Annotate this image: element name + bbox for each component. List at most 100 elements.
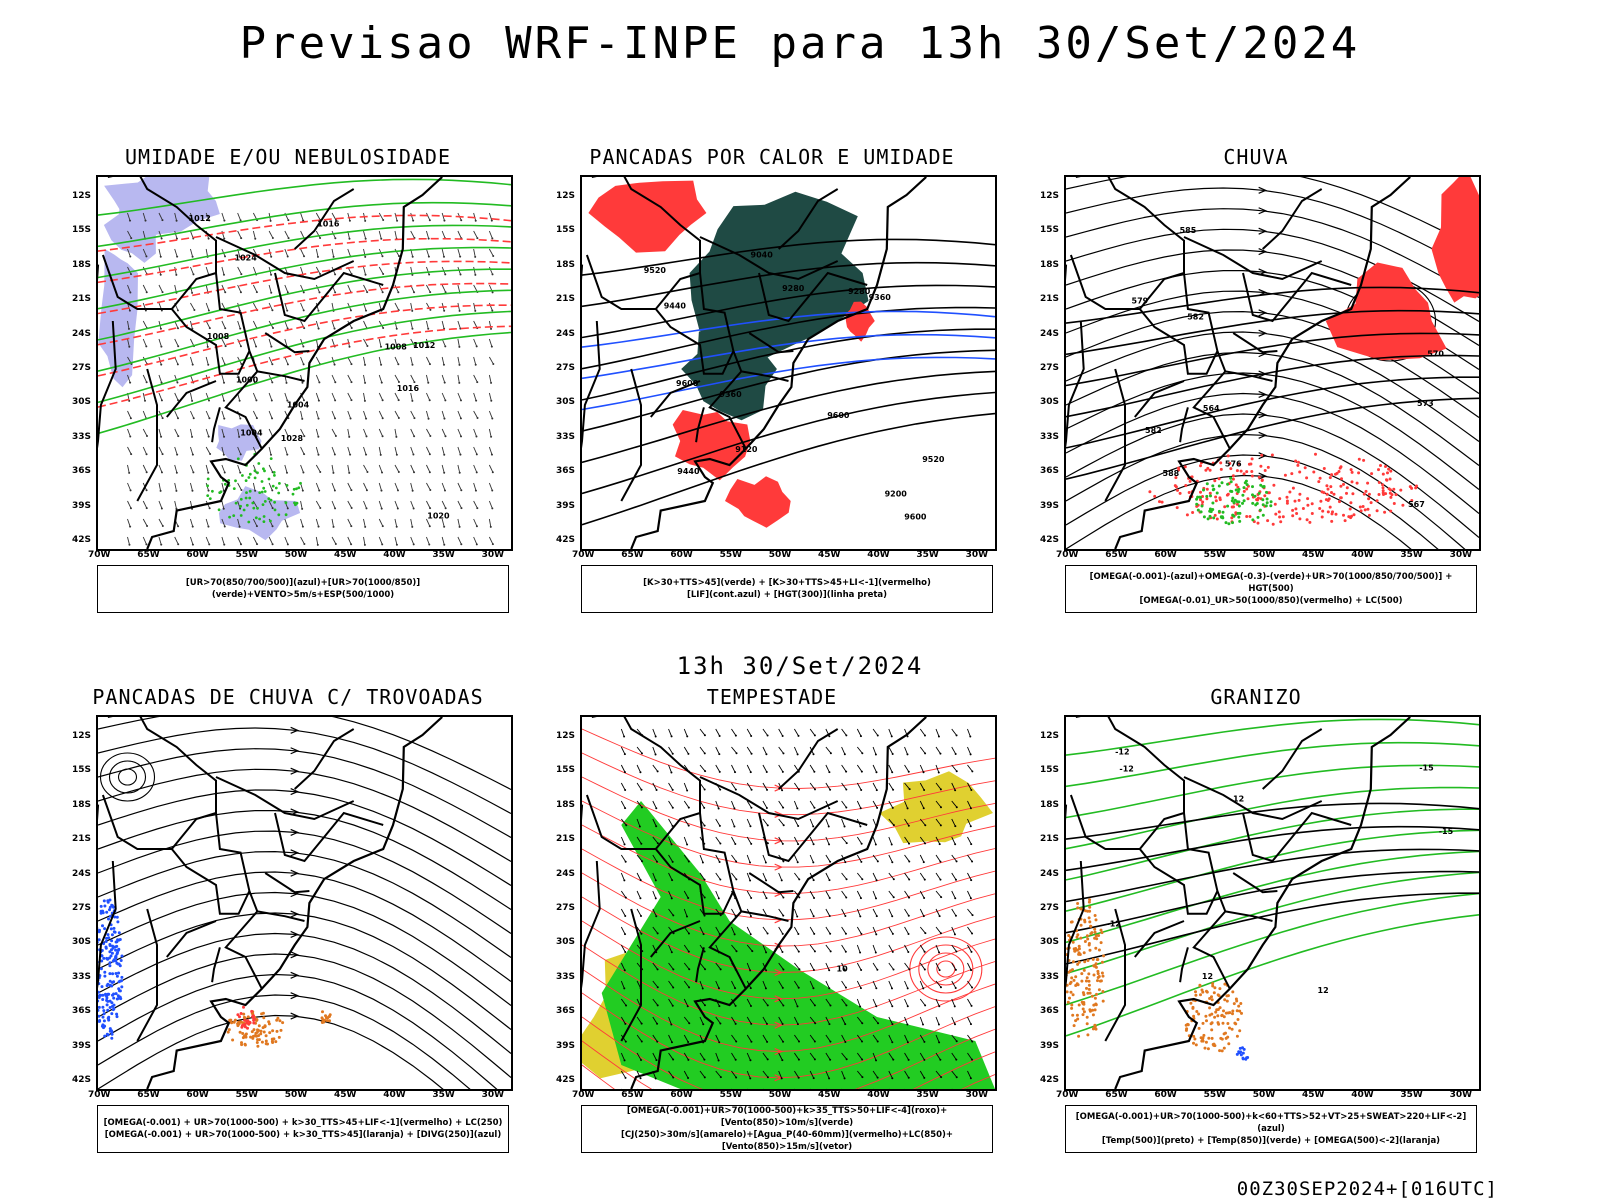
wind-vector-head (474, 219, 477, 222)
wind-vector-head (766, 788, 769, 791)
wind-vector (809, 998, 816, 1006)
wind-vector (473, 464, 478, 473)
wind-vector (841, 800, 847, 808)
hail-orange (1071, 940, 1075, 944)
wind-vector (620, 854, 627, 862)
wind-vector-head (859, 987, 862, 990)
wind-vector-head (144, 219, 147, 222)
wind-vector (809, 728, 816, 736)
wind-vector (363, 428, 367, 437)
wind-vector-head (429, 489, 432, 492)
wind-vector (731, 944, 737, 952)
wind-vector-head (412, 543, 415, 546)
wind-vector (205, 356, 209, 365)
rain-speckle (1205, 497, 1209, 501)
wind-vector-head (239, 417, 242, 420)
wind-vector (951, 818, 956, 827)
wind-vector-head (829, 950, 832, 953)
wind-vector-head (813, 896, 816, 899)
streamline (582, 992, 995, 1079)
wind-vector-head (703, 878, 706, 881)
lat-tick-label: 39S (1040, 1040, 1060, 1051)
wind-vector-head (145, 489, 148, 492)
wind-vector-head (443, 381, 446, 384)
contour-line (582, 370, 995, 464)
wind-vector-head (224, 255, 227, 258)
wind-vector-head (286, 507, 289, 510)
wind-vector (967, 764, 973, 772)
rain-speckle (1215, 517, 1219, 521)
wind-vector (221, 410, 225, 419)
wind-vector-head (764, 861, 767, 864)
wind-vector-head (970, 969, 973, 972)
wind-vector (668, 818, 673, 827)
wind-vector-head (812, 843, 815, 846)
thunderstorm-red (243, 1025, 247, 1029)
wind-vector (347, 392, 352, 401)
streamline (98, 891, 511, 1006)
wind-vector (919, 782, 925, 791)
wind-vector-head (129, 381, 132, 384)
wind-vector-head (655, 789, 658, 792)
wind-vector (967, 944, 972, 953)
wind-vector (190, 518, 194, 527)
wind-vector-head (302, 363, 305, 366)
wind-vector (300, 356, 305, 365)
wind-vector (841, 1070, 845, 1079)
hail-orange (1074, 975, 1078, 979)
rain-speckle (1160, 500, 1164, 504)
wind-vector (951, 800, 958, 808)
wind-vector-head (624, 950, 627, 953)
hail-orange (1102, 954, 1106, 958)
wind-vector (394, 248, 400, 257)
thunderstorm-orange (249, 1035, 253, 1039)
contour-label: 1012 (189, 214, 211, 223)
low-humidity-green (236, 457, 240, 461)
border-line (1179, 407, 1189, 443)
wind-vector (888, 890, 895, 898)
hail-orange (1072, 978, 1076, 982)
wind-vector-head (411, 525, 414, 528)
wind-vector-head (476, 416, 479, 419)
wind-vector (746, 836, 752, 845)
wind-vector (951, 926, 956, 935)
wind-vector-head (222, 273, 225, 276)
rain-speckle (1326, 510, 1330, 514)
wind-vector (205, 518, 209, 527)
lon-tick-label: 35W (916, 1090, 939, 1100)
wind-vector-head (797, 1076, 800, 1079)
wind-vector-head (145, 543, 148, 546)
wind-vector (410, 518, 413, 527)
wind-vector (856, 998, 861, 1007)
wind-vector-head (270, 345, 273, 348)
divergence-blue (103, 904, 107, 908)
wind-vector (158, 500, 163, 509)
hail-orange (1226, 994, 1230, 998)
wind-vector-head (749, 969, 752, 972)
wind-vector-head (223, 471, 226, 474)
wind-vector-head (924, 842, 927, 845)
wind-vector-head (750, 1022, 753, 1025)
contour-label: -12 (1119, 764, 1133, 773)
wind-vector-head (970, 950, 973, 953)
divergence-blue (108, 999, 112, 1003)
rain-speckle (1377, 468, 1380, 472)
wind-vector (190, 302, 195, 311)
wind-vector (809, 944, 816, 952)
wind-vector-head (686, 843, 689, 846)
rain-speckle (1260, 479, 1264, 482)
wind-vector-head (717, 1059, 720, 1062)
wind-vector (872, 908, 878, 917)
hail-orange (1210, 998, 1214, 1002)
rain-speckle (1410, 499, 1414, 502)
wind-vector (457, 428, 462, 437)
lon-tick-label: 55W (235, 1090, 259, 1100)
lon-tick-label: 70W (1056, 1090, 1079, 1100)
wind-vector-head (333, 489, 336, 492)
wind-vector-head (444, 489, 447, 492)
wind-vector-head (222, 507, 225, 510)
wind-vector-head (954, 1023, 957, 1026)
wind-vector-head (411, 489, 414, 492)
wind-vector-head (285, 381, 288, 384)
rain-speckle (1185, 513, 1189, 517)
